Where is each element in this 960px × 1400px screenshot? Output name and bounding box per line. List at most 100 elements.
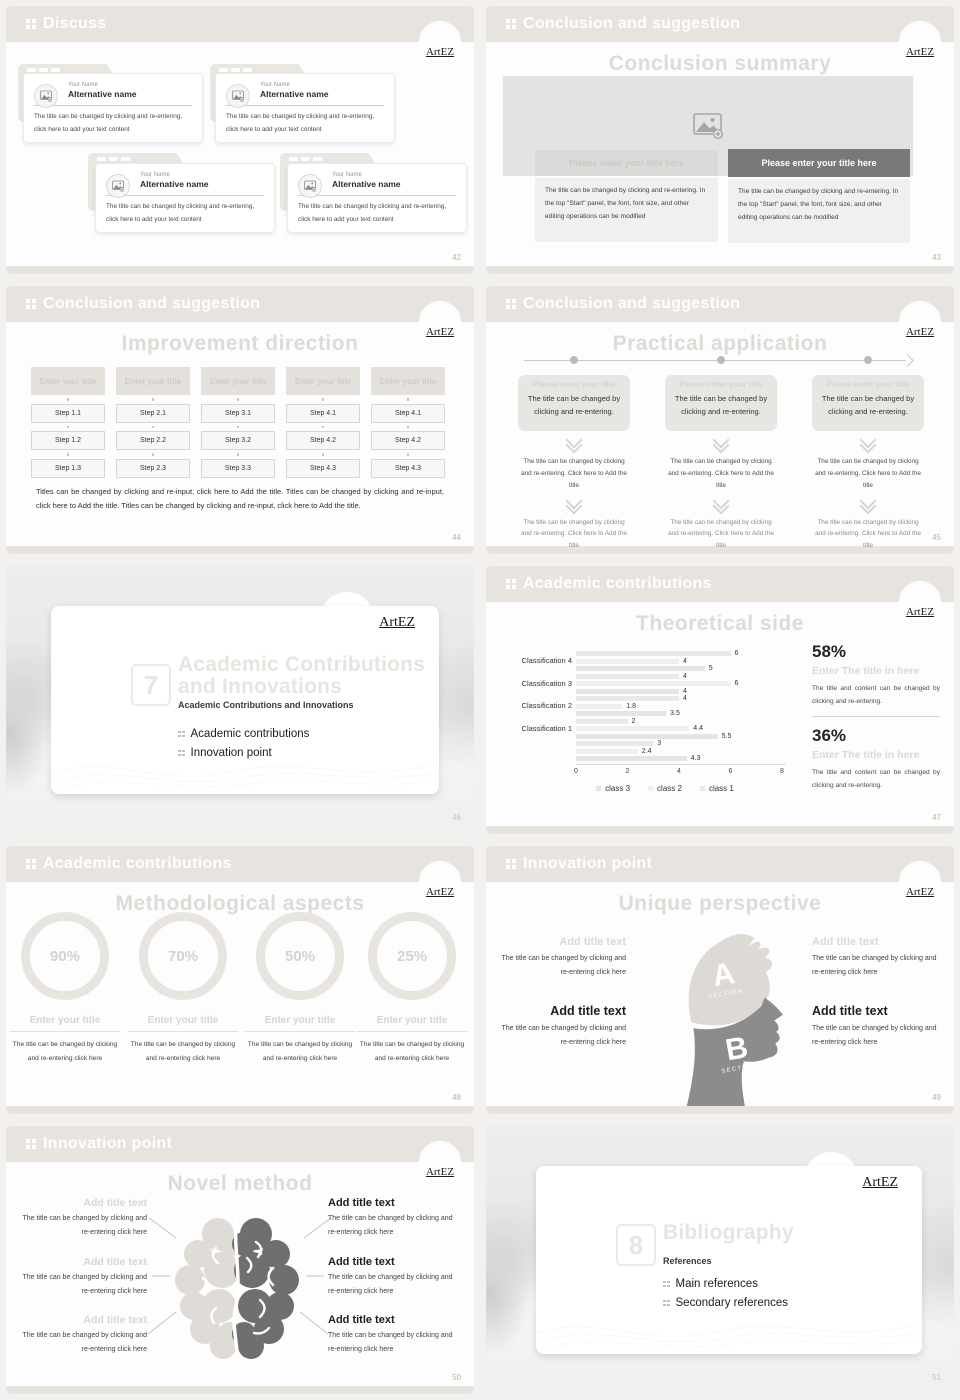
slide-header-title: Conclusion and suggestion — [523, 295, 741, 312]
timeline-dot — [864, 356, 872, 364]
title-bar-left[interactable]: Please enter your title here — [535, 150, 718, 176]
text-block-left-top: Add title text The title can be changed … — [496, 936, 626, 979]
process-box[interactable]: Please enter your title The title can be… — [518, 375, 630, 431]
column-title-placeholder[interactable]: Enter your title — [201, 367, 275, 395]
add-title-text[interactable]: Add title text — [812, 1004, 888, 1018]
section-title: Unique perspective — [618, 892, 822, 915]
section-item[interactable]: Academic contributions — [178, 728, 309, 740]
section-item[interactable]: Main references — [663, 1278, 758, 1290]
column-title-placeholder[interactable]: Enter your title — [31, 367, 105, 395]
artez-logo-badge: ArtEZ — [419, 1141, 461, 1183]
metric-title-placeholder[interactable]: Enter your title — [357, 1015, 467, 1032]
step-box[interactable]: Step 2.1 — [116, 403, 190, 423]
section-title-line2: and Innovations — [178, 675, 343, 699]
profile-card[interactable]: Your Name Alternative name The title can… — [287, 163, 467, 233]
card-divider — [34, 105, 192, 106]
step-box[interactable]: Step 3.2 — [201, 431, 275, 450]
add-title-text[interactable]: Add title text — [550, 1004, 626, 1018]
card-name-label: Your Name — [68, 82, 98, 88]
step-box[interactable]: Step 3.1 — [201, 403, 275, 423]
donut-ring: 25% — [368, 912, 456, 1000]
slide-conclusion-summary[interactable]: Conclusion and suggestion Conclusion sum… — [486, 6, 954, 274]
step-box[interactable]: Step 3.3 — [201, 458, 275, 478]
brain-graphic — [175, 1215, 299, 1362]
step-box[interactable]: Step 1.3 — [31, 458, 105, 478]
column-title-placeholder[interactable]: Enter your title — [286, 367, 360, 395]
column-title-placeholder[interactable]: Enter your title — [116, 367, 190, 395]
metric-title-placeholder[interactable]: Enter your title — [128, 1015, 238, 1032]
section-item[interactable]: Innovation point — [178, 747, 272, 759]
profile-card[interactable]: Your Name Alternative name The title can… — [23, 73, 203, 143]
add-title-placeholder[interactable]: Add title text — [83, 1256, 147, 1268]
grid-dots-icon — [178, 749, 185, 757]
bar — [576, 666, 705, 672]
grid-dots-icon — [26, 1139, 36, 1149]
card-divider — [106, 195, 264, 196]
step-box[interactable]: Step 4.2 — [286, 431, 360, 450]
bar-group: 4 1.8 3.5 — [576, 695, 790, 718]
metric-body-text: The title can be changed by clicking and… — [12, 1041, 118, 1062]
step-box[interactable]: Step 2.3 — [116, 458, 190, 478]
process-box[interactable]: Please enter your title The title can be… — [812, 375, 924, 431]
add-title-text[interactable]: Add title text — [328, 1256, 395, 1268]
add-title-placeholder[interactable]: Add title text — [812, 936, 879, 948]
legend-entry: class 1 — [699, 784, 734, 793]
slide-methodological[interactable]: Academic contributions Methodological as… — [6, 846, 474, 1114]
slide-section7[interactable]: ArtEZ 7 Academic Contributions and Innov… — [6, 566, 474, 834]
step-box[interactable]: Step 4.1 — [286, 403, 360, 423]
artez-logo: ArtEZ — [905, 886, 935, 898]
add-title-placeholder[interactable]: Add title text — [559, 936, 626, 948]
add-title-placeholder[interactable]: Add title text — [83, 1197, 147, 1209]
connector-dot — [66, 425, 70, 428]
process-box[interactable]: Please enter your title The title can be… — [665, 375, 777, 431]
step-box[interactable]: Step 2.2 — [116, 431, 190, 450]
bar — [576, 711, 667, 717]
column-title-placeholder[interactable]: Enter your title — [371, 367, 445, 395]
connector-dot — [66, 453, 70, 456]
step-box[interactable]: Step 4.3 — [286, 458, 360, 478]
slide-unique[interactable]: Innovation point Unique perspective A SE… — [486, 846, 954, 1114]
artez-logo-badge: ArtEZ — [899, 301, 941, 343]
slide-novel[interactable]: Innovation point Novel method ArtEZ — [6, 1126, 474, 1394]
slide-improvement[interactable]: Conclusion and suggestion Improvement di… — [6, 286, 474, 554]
bar-value-label: 4 — [683, 687, 687, 695]
process-text: The title can be changed by clicking and… — [668, 458, 774, 489]
title-bar-right[interactable]: Please enter your title here — [728, 149, 910, 177]
step-box[interactable]: Step 4.2 — [371, 431, 445, 450]
add-title-text[interactable]: Add title text — [328, 1314, 395, 1326]
slide-theoretical[interactable]: Academic contributions Theoretical side … — [486, 566, 954, 834]
step-box[interactable]: Step 1.2 — [31, 431, 105, 450]
connector-dot — [66, 398, 70, 401]
slide-header-band: Conclusion and suggestion — [6, 286, 474, 322]
slide-header-band: Academic contributions — [6, 846, 474, 882]
step-box[interactable]: Step 4.1 — [371, 403, 445, 423]
step-box[interactable]: Step 1.1 — [31, 403, 105, 423]
slide-practical[interactable]: Conclusion and suggestion Practical appl… — [486, 286, 954, 554]
slide-cell-unique: Innovation point Unique perspective A SE… — [480, 840, 960, 1120]
card-alt-name: Alternative name — [68, 89, 137, 99]
stat-block-2: 36% Enter The title in here The title an… — [812, 726, 940, 793]
card-body-text: The title can be changed by clicking and… — [298, 203, 447, 224]
connector-dot — [406, 398, 410, 401]
step-box[interactable]: Step 4.3 — [371, 458, 445, 478]
profile-card[interactable]: Your Name Alternative name The title can… — [95, 163, 275, 233]
slide-discuss[interactable]: Discuss ArtEZ Your Name Alternative name… — [6, 6, 474, 274]
section-item[interactable]: Secondary references — [663, 1297, 788, 1309]
profile-card[interactable]: Your Name Alternative name The title can… — [215, 73, 395, 143]
section-item-label: Academic contributions — [190, 728, 310, 740]
slide-cell-practical: Conclusion and suggestion Practical appl… — [480, 280, 960, 560]
folder-tab-dashes-icon — [289, 157, 322, 161]
folder-tab-dashes-icon — [97, 157, 130, 161]
step-column-1: Enter your title Step 1.1 Step 1.2 Step … — [31, 367, 105, 478]
card-name-label: Your Name — [140, 172, 170, 178]
metric-title-placeholder[interactable]: Enter your title — [245, 1015, 355, 1032]
card-alt-name: Alternative name — [140, 179, 209, 189]
block-body-text: The title can be changed by clicking and… — [501, 1025, 626, 1046]
section-subtitle: References — [663, 1256, 712, 1266]
slide-section8[interactable]: ArtEZ 8 Bibliography References Main ref… — [486, 1126, 954, 1394]
add-title-placeholder[interactable]: Add title text — [83, 1314, 147, 1326]
block-body-text: The title can be changed by clicking and… — [328, 1215, 453, 1236]
add-title-text[interactable]: Add title text — [328, 1197, 395, 1209]
box-body-text: The title can be changed by clicking and… — [527, 394, 621, 417]
metric-title-placeholder[interactable]: Enter your title — [10, 1015, 120, 1032]
